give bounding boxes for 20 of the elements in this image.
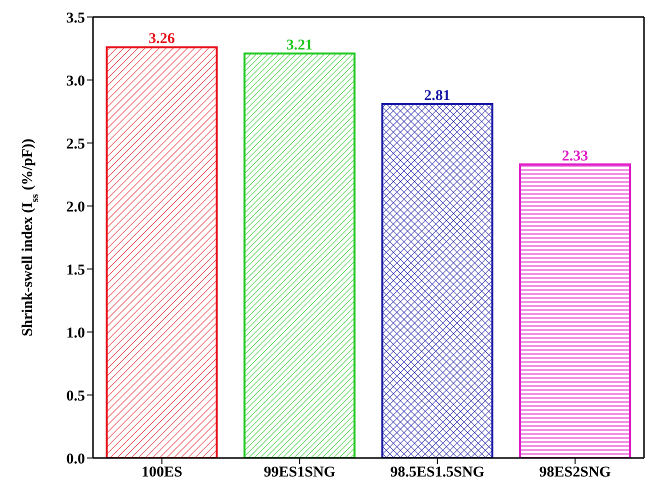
y-tick-label: 0.0: [66, 451, 85, 468]
x-tick-label: 100ES: [141, 464, 182, 481]
data-label: 3.26: [148, 31, 176, 48]
y-tick-label: 1.0: [66, 325, 85, 342]
bar: [381, 102, 494, 458]
data-label: 2.33: [562, 148, 588, 164]
y-tick-label: 3.0: [66, 73, 85, 90]
bar: [519, 163, 632, 458]
x-tick-label: 99ES1SNG: [264, 464, 336, 481]
y-tick-label: 2.5: [66, 136, 85, 152]
x-tick-label: 98.5ES1.5SNG: [390, 464, 485, 481]
y-tick-label: 0.5: [66, 388, 85, 404]
y-tick-label: 1.5: [66, 262, 85, 278]
y-tick-label: 2.0: [66, 199, 85, 216]
data-label: 2.81: [424, 88, 450, 104]
bar: [244, 52, 356, 458]
x-tick-label: 98ES2SNG: [539, 464, 612, 481]
data-label: 3.21: [286, 38, 313, 54]
y-tick-label: 3.5: [66, 10, 85, 26]
bar: [106, 46, 218, 458]
